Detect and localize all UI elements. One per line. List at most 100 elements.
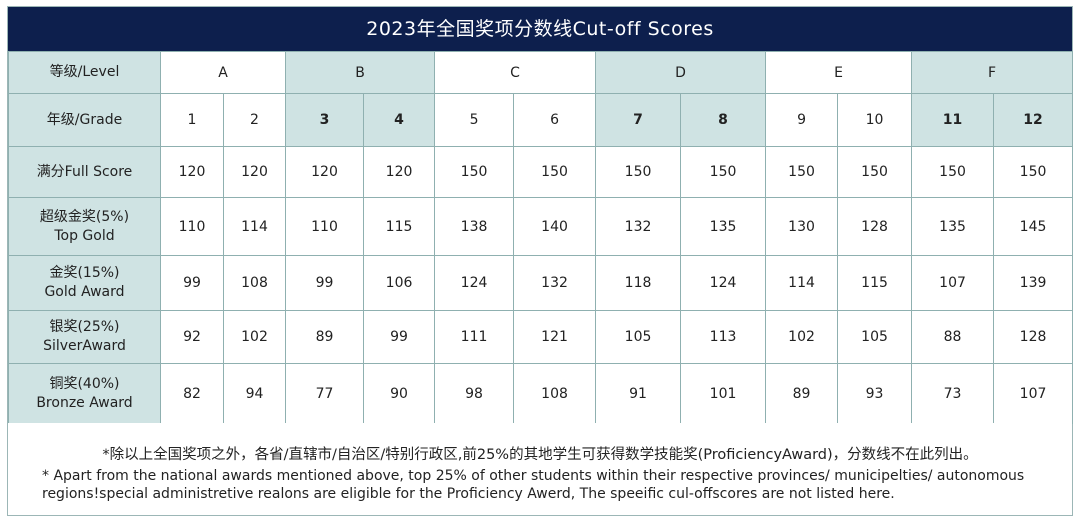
- score-cell: 88: [911, 310, 995, 364]
- score-row-bronze: 铜奖(40%) Bronze Award 82 94 77 90 98 108 9…: [8, 363, 1074, 424]
- score-cell: 120: [222, 146, 287, 198]
- score-cell: 106: [363, 255, 436, 311]
- grade-cell: 9: [765, 93, 839, 147]
- score-cell: 135: [911, 197, 995, 256]
- score-cell: 113: [680, 310, 767, 364]
- score-cell: 110: [285, 197, 365, 256]
- grade-cell: 3: [285, 93, 365, 147]
- level-cell: D: [595, 51, 767, 94]
- score-cell: 132: [513, 255, 597, 311]
- score-cell: 99: [160, 255, 224, 311]
- row-label: 铜奖(40%) Bronze Award: [8, 363, 161, 424]
- grade-cell: 5: [434, 93, 515, 147]
- score-cell: 128: [837, 197, 913, 256]
- score-cell: 130: [765, 197, 839, 256]
- level-cell: A: [159, 51, 287, 94]
- score-cell: 145: [993, 197, 1074, 256]
- row-label-en: Top Gold: [54, 227, 115, 244]
- grade-row: 年级/Grade 1 2 3 4 5 6 7 8 9 10 11 12: [8, 93, 1074, 147]
- score-cell: 110: [160, 197, 224, 256]
- score-cell: 89: [765, 363, 839, 424]
- score-row-top-gold: 超级金奖(5%) Top Gold 110 114 110 115 138 140…: [8, 197, 1074, 256]
- level-cell: E: [765, 51, 913, 94]
- level-header: 等级/Level: [8, 51, 161, 94]
- score-cell: 105: [595, 310, 682, 364]
- score-cell: 108: [222, 255, 287, 311]
- score-cell: 82: [160, 363, 224, 424]
- score-table-frame: 2023年全国奖项分数线Cut-off Scores 等级/Level A B …: [7, 6, 1074, 516]
- score-cell: 150: [434, 146, 515, 198]
- score-cell: 93: [837, 363, 913, 424]
- grade-header: 年级/Grade: [8, 93, 161, 147]
- score-cell: 124: [680, 255, 767, 311]
- score-cell: 99: [285, 255, 365, 311]
- footnote-en: * Apart from the national awards mention…: [42, 468, 1025, 502]
- score-cell: 98: [434, 363, 515, 424]
- table-title: 2023年全国奖项分数线Cut-off Scores: [8, 7, 1072, 51]
- score-cell: 150: [993, 146, 1074, 198]
- score-cell: 115: [363, 197, 436, 256]
- score-cell: 124: [434, 255, 515, 311]
- score-cell: 111: [434, 310, 515, 364]
- level-row: 等级/Level A B C D E F: [8, 51, 1074, 94]
- score-cell: 114: [222, 197, 287, 256]
- row-label-cn: 满分Full Score: [36, 163, 133, 180]
- grade-cell: 12: [993, 93, 1074, 147]
- score-cell: 73: [911, 363, 995, 424]
- score-cell: 101: [680, 363, 767, 424]
- row-label: 超级金奖(5%) Top Gold: [8, 197, 161, 256]
- score-cell: 114: [765, 255, 839, 311]
- score-cell: 135: [680, 197, 767, 256]
- grade-cell: 7: [595, 93, 682, 147]
- row-label-en: Gold Award: [44, 284, 125, 300]
- grade-cell: 11: [911, 93, 995, 147]
- row-label-en: SilverAward: [43, 338, 126, 354]
- score-cell: 132: [595, 197, 682, 256]
- row-label: 满分Full Score: [8, 146, 161, 198]
- score-cell: 150: [595, 146, 682, 198]
- score-cell: 150: [513, 146, 597, 198]
- grade-cell: 6: [513, 93, 597, 147]
- grade-cell: 4: [363, 93, 436, 147]
- score-cell: 102: [765, 310, 839, 364]
- score-cell: 107: [911, 255, 995, 311]
- score-cell: 140: [513, 197, 597, 256]
- score-cell: 150: [837, 146, 913, 198]
- score-cell: 150: [765, 146, 839, 198]
- level-cell: F: [911, 51, 1074, 94]
- grade-cell: 8: [680, 93, 767, 147]
- grade-cell: 2: [222, 93, 287, 147]
- row-label-cn: 铜奖(40%): [49, 375, 120, 392]
- row-label-cn: 银奖(25%): [49, 319, 120, 335]
- row-label-cn: 超级金奖(5%): [39, 208, 130, 225]
- row-label: 银奖(25%) SilverAward: [8, 310, 161, 364]
- level-cell: B: [285, 51, 436, 94]
- footnote-cn: *除以上全国奖项之外，各省/直辖市/自治区/特别行政区,前25%的其地学生可获得…: [102, 447, 978, 463]
- row-label-cn: 金奖(15%): [49, 265, 120, 281]
- score-cell: 120: [285, 146, 365, 198]
- score-cell: 102: [222, 310, 287, 364]
- score-row-silver: 银奖(25%) SilverAward 92 102 89 99 111 121 …: [8, 310, 1074, 364]
- score-cell: 138: [434, 197, 515, 256]
- score-cell: 90: [363, 363, 436, 424]
- score-cell: 118: [595, 255, 682, 311]
- score-cell: 77: [285, 363, 365, 424]
- row-label-en: Bronze Award: [36, 394, 133, 411]
- score-cell: 150: [680, 146, 767, 198]
- score-cell: 92: [160, 310, 224, 364]
- score-cell: 120: [363, 146, 436, 198]
- score-cell: 105: [837, 310, 913, 364]
- footnotes: *除以上全国奖项之外，各省/直辖市/自治区/特别行政区,前25%的其地学生可获得…: [8, 423, 1072, 515]
- score-cell: 107: [993, 363, 1074, 424]
- cutoff-score-table: 等级/Level A B C D E F 年级/Grade 1 2 3 4 5 …: [8, 51, 1074, 424]
- score-row-full: 满分Full Score 120 120 120 120 150 150 150…: [8, 146, 1074, 198]
- level-cell: C: [434, 51, 597, 94]
- row-label: 金奖(15%) Gold Award: [8, 255, 161, 311]
- score-cell: 115: [837, 255, 913, 311]
- score-cell: 89: [285, 310, 365, 364]
- score-cell: 121: [513, 310, 597, 364]
- score-cell: 139: [993, 255, 1074, 311]
- grade-cell: 1: [160, 93, 224, 147]
- score-cell: 108: [513, 363, 597, 424]
- score-cell: 91: [595, 363, 682, 424]
